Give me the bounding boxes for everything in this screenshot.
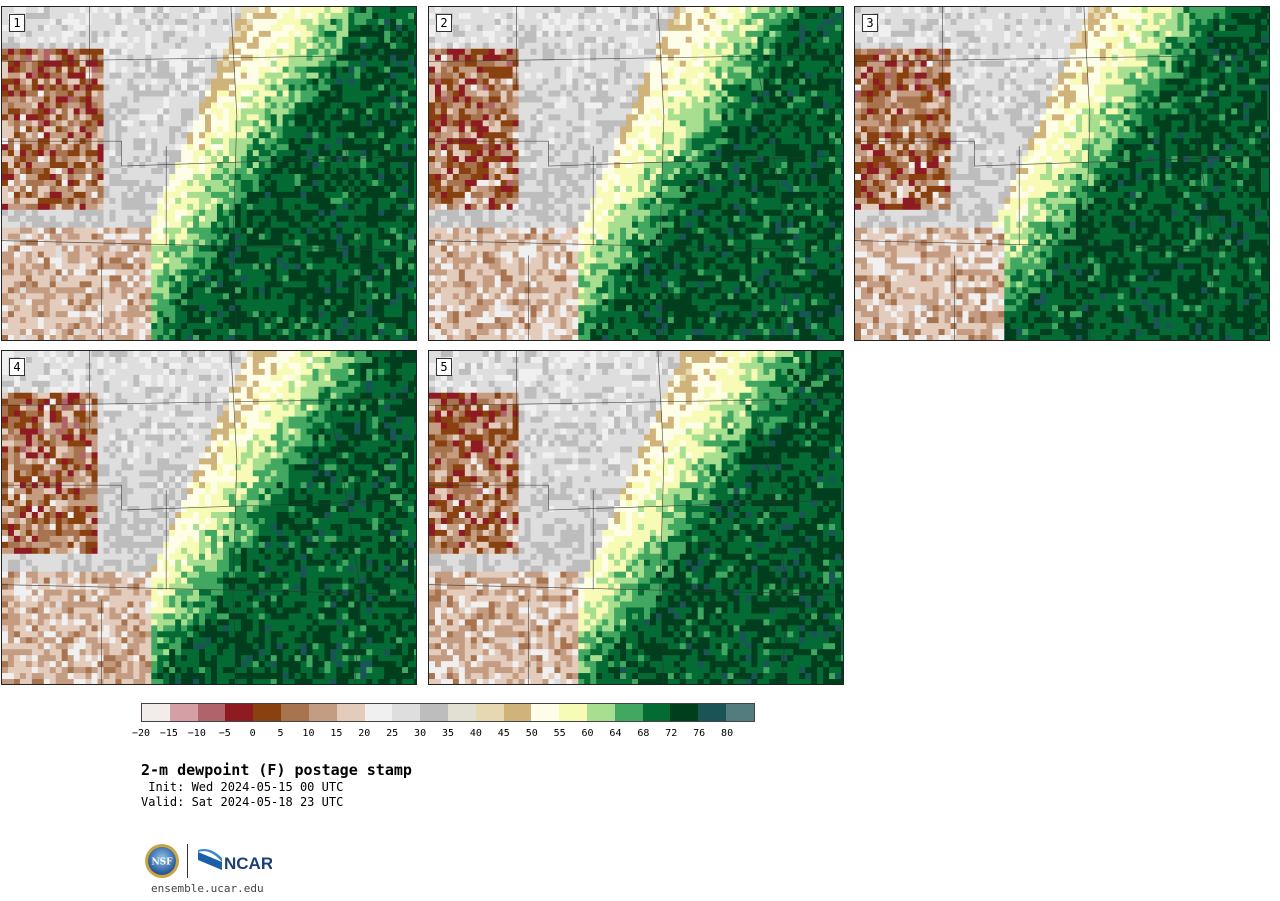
dewpoint-map-1 — [2, 7, 416, 340]
colorbar-swatch — [614, 704, 643, 721]
colorbar-swatch — [142, 704, 170, 721]
colorbar-tick-label: −15 — [159, 728, 178, 739]
colorbar-tick-label: 15 — [330, 728, 343, 739]
colorbar-swatch — [392, 704, 421, 721]
panel-number-label: 3 — [862, 14, 878, 32]
colorbar-tick-label: 64 — [609, 728, 622, 739]
member-panel-1: 1 — [1, 6, 417, 341]
colorbar-tick-label: 45 — [497, 728, 510, 739]
colorbar-tick-label: −10 — [187, 728, 206, 739]
colorbar-tick-label: 30 — [414, 728, 427, 739]
colorbar-tick-label: 40 — [469, 728, 482, 739]
member-panel-3: 3 — [854, 6, 1270, 341]
panel-number-label: 2 — [436, 14, 452, 32]
colorbar-swatch — [197, 704, 226, 721]
colorbar-swatch — [642, 704, 671, 721]
colorbar-swatch — [670, 704, 699, 721]
colorbar-swatch — [253, 704, 282, 721]
dewpoint-colorbar — [141, 703, 755, 722]
panel-number-label: 1 — [9, 14, 25, 32]
colorbar-swatch — [698, 704, 727, 721]
colorbar-swatch — [447, 704, 476, 721]
colorbar-tick-label: 68 — [637, 728, 650, 739]
colorbar-tick-label: 25 — [386, 728, 399, 739]
colorbar-tick-label: 60 — [581, 728, 594, 739]
member-panel-5: 5 — [428, 350, 844, 685]
colorbar-swatch — [587, 704, 615, 721]
colorbar-swatch — [726, 704, 754, 721]
colorbar-tick-label: 0 — [249, 728, 256, 739]
colorbar-tick-label: 80 — [721, 728, 734, 739]
logo-divider — [187, 844, 188, 878]
colorbar-swatch — [531, 704, 560, 721]
colorbar-swatch — [420, 704, 448, 721]
nsf-logo-icon: NSF — [145, 844, 179, 878]
colorbar-swatch — [281, 704, 309, 721]
colorbar-tick-label: 10 — [302, 728, 315, 739]
colorbar-tick-label: 50 — [525, 728, 538, 739]
colorbar-swatch — [559, 704, 587, 721]
colorbar-tick-labels: −20 −15 −10 −5 0 5 10 15 20 25 30 35 40 45 50 55 60 64 68 7… — [132, 728, 755, 742]
plot-title: 2-m dewpoint (F) postage stamp — [141, 761, 412, 779]
member-panel-2: 2 — [428, 6, 844, 341]
dewpoint-map-5 — [429, 351, 843, 684]
colorbar-swatch — [225, 704, 254, 721]
colorbar-swatch — [169, 704, 198, 721]
colorbar-tick-label: 5 — [277, 728, 284, 739]
colorbar-tick-label: 55 — [553, 728, 566, 739]
member-panel-4: 4 — [1, 350, 417, 685]
colorbar-swatch — [336, 704, 365, 721]
init-time: Init: Wed 2024-05-15 00 UTC — [141, 780, 344, 794]
colorbar-swatch — [308, 704, 337, 721]
footer-url: ensemble.ucar.edu — [151, 882, 264, 895]
ncar-logo-icon: NCAR — [198, 849, 272, 873]
colorbar-tick-label: 72 — [665, 728, 678, 739]
colorbar-tick-label: 20 — [358, 728, 371, 739]
panel-number-label: 4 — [9, 358, 25, 376]
dewpoint-map-4 — [2, 351, 416, 684]
dewpoint-map-3 — [855, 7, 1269, 340]
colorbar-swatch — [475, 704, 504, 721]
colorbar-swatch — [503, 704, 532, 721]
colorbar-tick-label: −20 — [131, 728, 151, 739]
panel-number-label: 5 — [436, 358, 452, 376]
colorbar-tick-label: 76 — [693, 728, 706, 739]
sponsor-logos: NSF NCAR — [144, 843, 284, 879]
valid-time: Valid: Sat 2024-05-18 23 UTC — [141, 795, 344, 809]
colorbar-tick-label: 35 — [441, 728, 455, 739]
colorbar-tick-label: −5 — [218, 728, 231, 739]
dewpoint-map-2 — [429, 7, 843, 340]
colorbar-swatch — [364, 704, 393, 721]
